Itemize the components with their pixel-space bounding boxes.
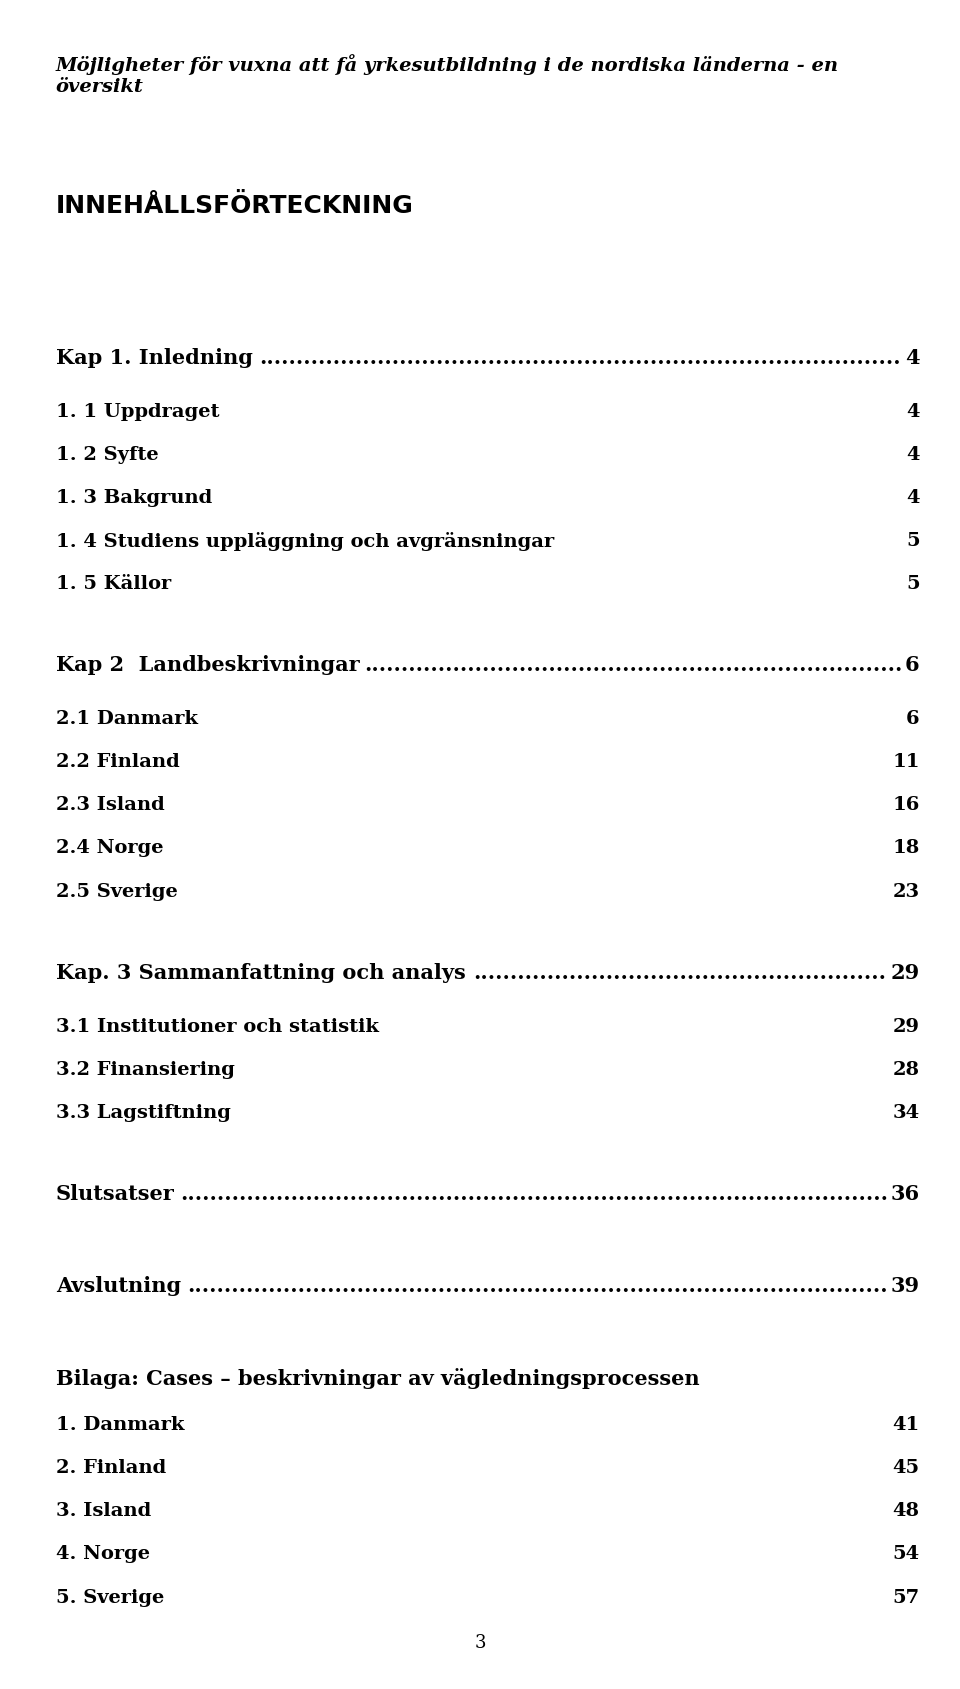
Text: Slutsatser: Slutsatser bbox=[56, 1184, 175, 1204]
Text: Kap 1. Inledning: Kap 1. Inledning bbox=[56, 348, 252, 368]
Text: 23: 23 bbox=[893, 882, 920, 900]
Text: 45: 45 bbox=[893, 1459, 920, 1478]
Text: 3.2 Finansiering: 3.2 Finansiering bbox=[56, 1061, 234, 1079]
Text: 29: 29 bbox=[893, 1017, 920, 1035]
Text: översikt: översikt bbox=[56, 78, 144, 96]
Text: 4. Norge: 4. Norge bbox=[56, 1545, 150, 1564]
Text: Möjligheter för vuxna att få yrkesutbildning i de nordiska länderna - en: Möjligheter för vuxna att få yrkesutbild… bbox=[56, 54, 839, 74]
Text: 39: 39 bbox=[891, 1275, 920, 1295]
Text: 4: 4 bbox=[906, 404, 920, 421]
Text: Avslutning: Avslutning bbox=[56, 1275, 180, 1295]
Text: 2.5 Sverige: 2.5 Sverige bbox=[56, 882, 178, 900]
Text: 5. Sverige: 5. Sverige bbox=[56, 1588, 164, 1606]
Text: Kap 2  Landbeskrivningar: Kap 2 Landbeskrivningar bbox=[56, 655, 359, 676]
Text: 3: 3 bbox=[474, 1633, 486, 1652]
Text: 1. 1 Uppdraget: 1. 1 Uppdraget bbox=[56, 404, 219, 421]
Text: 54: 54 bbox=[893, 1545, 920, 1564]
Text: 48: 48 bbox=[893, 1502, 920, 1520]
Text: 2.4 Norge: 2.4 Norge bbox=[56, 839, 163, 858]
Text: 4: 4 bbox=[906, 490, 920, 507]
Text: 41: 41 bbox=[893, 1415, 920, 1434]
Text: Bilaga: Cases – beskrivningar av vägledningsprocessen: Bilaga: Cases – beskrivningar av vägledn… bbox=[56, 1368, 699, 1388]
Text: 1. 3 Bakgrund: 1. 3 Bakgrund bbox=[56, 490, 212, 507]
Text: 2. Finland: 2. Finland bbox=[56, 1459, 166, 1478]
Text: ........................................................: ........................................… bbox=[473, 963, 886, 983]
Text: 4: 4 bbox=[906, 446, 920, 464]
Text: 3. Island: 3. Island bbox=[56, 1502, 151, 1520]
Text: 57: 57 bbox=[893, 1588, 920, 1606]
Text: 4: 4 bbox=[905, 348, 920, 368]
Text: 2.2 Finland: 2.2 Finland bbox=[56, 753, 180, 772]
Text: 6: 6 bbox=[906, 709, 920, 728]
Text: Kap. 3 Sammanfattning och analys: Kap. 3 Sammanfattning och analys bbox=[56, 963, 466, 983]
Text: ................................................................................: ........................................… bbox=[259, 348, 901, 368]
Text: 2.1 Danmark: 2.1 Danmark bbox=[56, 709, 198, 728]
Text: 18: 18 bbox=[893, 839, 920, 858]
Text: 6: 6 bbox=[905, 655, 920, 676]
Text: 1. 2 Syfte: 1. 2 Syfte bbox=[56, 446, 158, 464]
Text: INNEHÅLLSFÖRTECKNING: INNEHÅLLSFÖRTECKNING bbox=[56, 194, 414, 218]
Text: ................................................................................: ........................................… bbox=[180, 1184, 888, 1204]
Text: 3.3 Lagstiftning: 3.3 Lagstiftning bbox=[56, 1103, 230, 1121]
Text: 1. 4 Studiens uppläggning och avgränsningar: 1. 4 Studiens uppläggning och avgränsnin… bbox=[56, 532, 554, 551]
Text: 36: 36 bbox=[891, 1184, 920, 1204]
Text: 5: 5 bbox=[906, 574, 920, 593]
Text: 16: 16 bbox=[892, 796, 920, 814]
Text: 29: 29 bbox=[891, 963, 920, 983]
Text: 3.1 Institutioner och statistik: 3.1 Institutioner och statistik bbox=[56, 1017, 378, 1035]
Text: 1. Danmark: 1. Danmark bbox=[56, 1415, 184, 1434]
Text: 2.3 Island: 2.3 Island bbox=[56, 796, 164, 814]
Text: 1. 5 Källor: 1. 5 Källor bbox=[56, 574, 171, 593]
Text: .........................................................................: ........................................… bbox=[365, 655, 902, 676]
Text: 34: 34 bbox=[893, 1103, 920, 1121]
Text: 5: 5 bbox=[906, 532, 920, 551]
Text: 11: 11 bbox=[892, 753, 920, 772]
Text: ................................................................................: ........................................… bbox=[187, 1275, 887, 1295]
Text: 28: 28 bbox=[893, 1061, 920, 1079]
